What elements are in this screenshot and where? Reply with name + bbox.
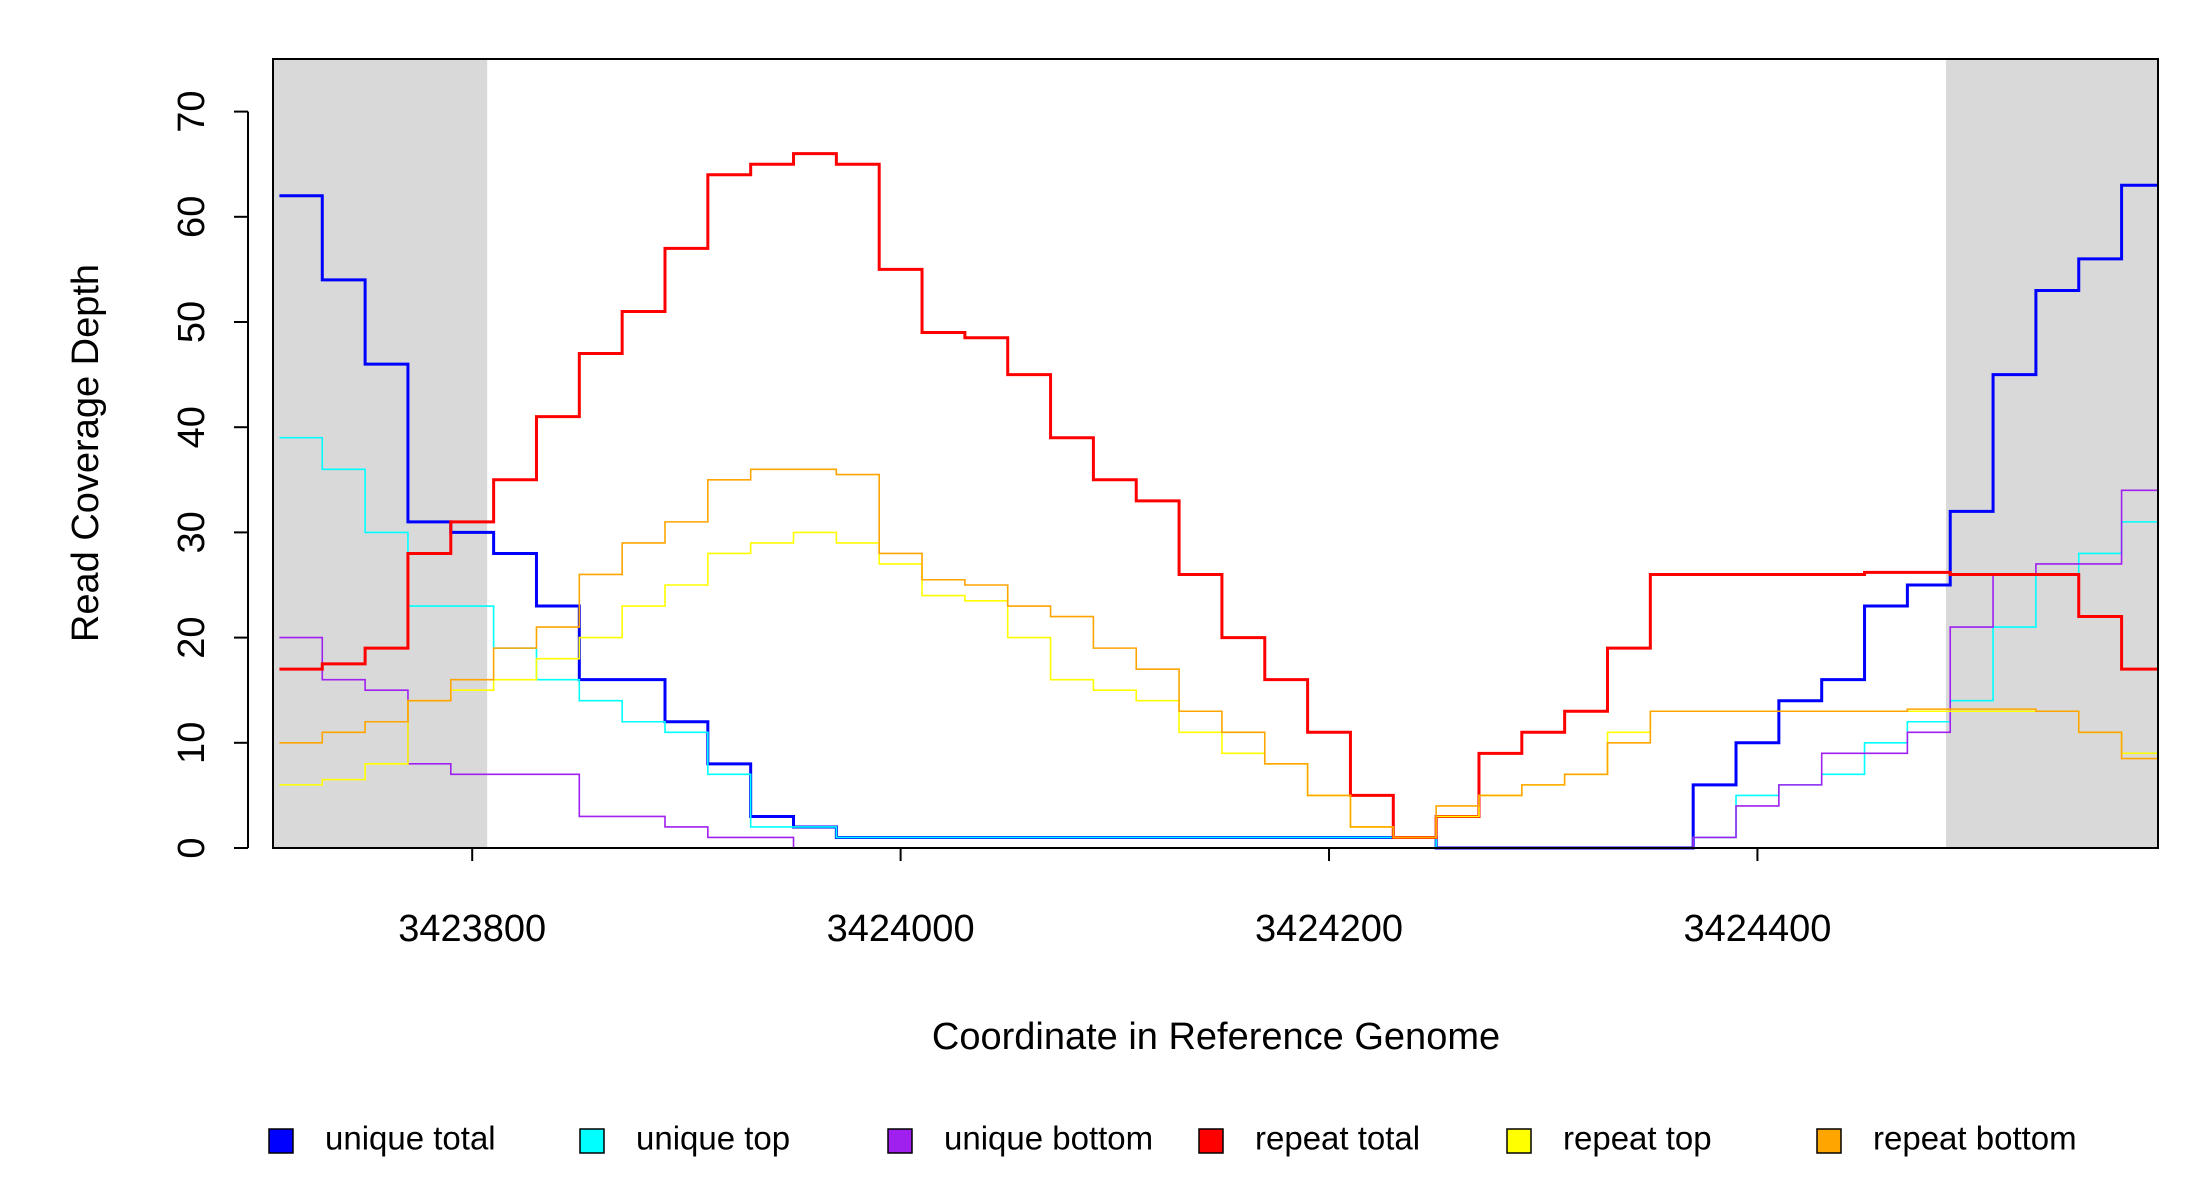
x-tick-label: 3423800 [398,908,546,950]
y-tick-label: 40 [171,406,213,448]
legend-label: unique bottom [944,1120,1153,1157]
legend-swatch [1816,1128,1842,1154]
legend-label: repeat total [1255,1120,1420,1157]
legend-swatch [268,1128,294,1154]
y-tick-label: 70 [171,90,213,132]
legend-label: repeat bottom [1873,1120,2077,1157]
series-line [279,468,2158,839]
legend-swatch [1506,1128,1532,1154]
series-line [279,152,2158,839]
plot-frame [272,58,2159,849]
series-line [279,489,2158,849]
legend-swatch [579,1128,605,1154]
x-axis-label: Coordinate in Reference Genome [932,1016,1500,1058]
legend-label: unique top [636,1120,790,1157]
legend-label: repeat top [1563,1120,1712,1157]
series-line [279,183,2158,850]
y-tick-label: 30 [171,511,213,553]
legend-swatch [1198,1128,1224,1154]
series-line [279,531,2158,839]
y-tick-label: 20 [171,616,213,658]
y-tick-label: 0 [171,837,213,858]
x-tick-label: 3424200 [1255,908,1403,950]
series-line [279,436,2158,849]
y-tick-label: 10 [171,722,213,764]
x-tick-label: 3424400 [1683,908,1831,950]
legend-label: unique total [325,1120,496,1157]
shaded-region [273,59,488,848]
x-tick-label: 3424000 [827,908,975,950]
y-axis-label: Read Coverage Depth [65,264,107,642]
legend-swatch [887,1128,913,1154]
y-tick-label: 60 [171,196,213,238]
shaded-region [1945,59,2158,848]
y-tick-label: 50 [171,301,213,343]
